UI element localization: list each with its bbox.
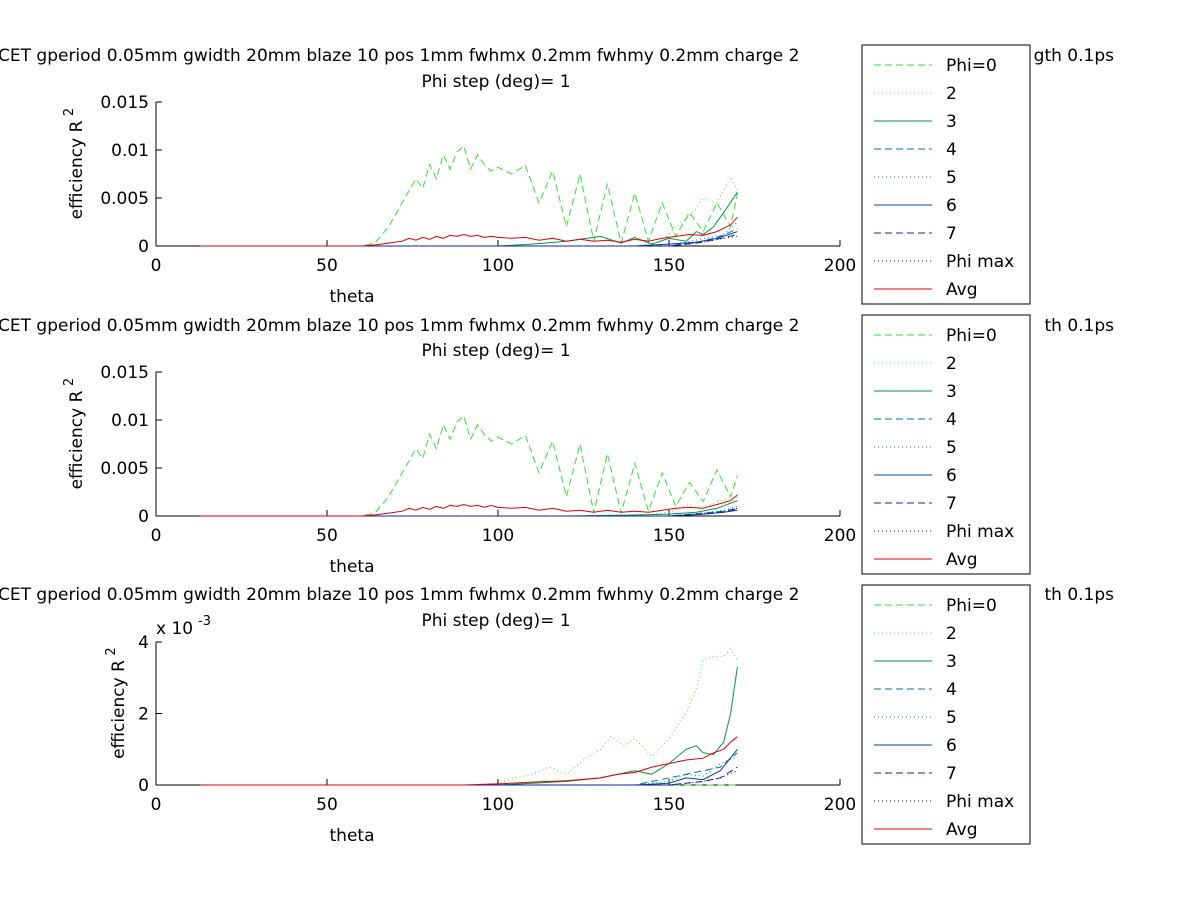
y-tick-label: 0.005: [100, 459, 149, 479]
legend-label: 7: [946, 224, 957, 244]
subplot-1: CET gperiod 0.05mm gwidth 20mm blaze 10 …: [0, 44, 1114, 307]
subplots-container: CET gperiod 0.05mm gwidth 20mm blaze 10 …: [0, 44, 1114, 846]
x-tick-label: 100: [482, 256, 514, 276]
series-line-6: [200, 231, 738, 247]
legend-label: 2: [946, 84, 957, 104]
legend-label: 4: [946, 140, 957, 160]
legend-label: 3: [946, 652, 957, 672]
x-tick-label: 50: [316, 795, 338, 815]
legend-label: Avg: [946, 280, 978, 300]
legend-label: Phi max: [946, 522, 1014, 542]
legend-label: 5: [946, 438, 957, 458]
legend-label: 3: [946, 382, 957, 402]
plot-title-line1: CET gperiod 0.05mm gwidth 20mm blaze 10 …: [0, 46, 799, 66]
series-line-3: [200, 666, 738, 786]
legend-label: Phi max: [946, 792, 1014, 812]
legend: Phi=0 2 3 4 5 6 7 Phi max Avg: [861, 314, 1031, 575]
legend-label: Phi=0: [946, 56, 997, 76]
series-line-2: [200, 496, 738, 517]
legend-label: 6: [946, 466, 957, 486]
legend-label: 6: [946, 196, 957, 216]
plot-title-line1: CET gperiod 0.05mm gwidth 20mm blaze 10 …: [0, 316, 799, 336]
x-tick-label: 0: [151, 795, 162, 815]
y-tick-label: 0.01: [111, 141, 149, 161]
legend-label: 7: [946, 494, 957, 514]
x-tick-label: 200: [824, 795, 856, 815]
legend-label: Phi max: [946, 252, 1014, 272]
series-line-3: [200, 191, 738, 247]
x-tick-label: 0: [151, 256, 162, 276]
y-axis-label-exponent: 2: [62, 378, 77, 386]
y-multiplier-exponent: -3: [198, 614, 211, 629]
series-line-phi-max: [200, 770, 738, 786]
plot-title-line1-tail: gth 0.1ps: [1034, 46, 1114, 66]
subplot-2: CET gperiod 0.05mm gwidth 20mm blaze 10 …: [0, 314, 1114, 577]
plot-subtitle: Phi step (deg)= 1: [421, 611, 570, 631]
plot-title-line1-tail: th 0.1ps: [1044, 585, 1114, 605]
legend: Phi=0 2 3 4 5 6 7 Phi max Avg: [861, 44, 1031, 305]
series-line-phi-0: [200, 145, 738, 247]
plot-subtitle: Phi step (deg)= 1: [421, 341, 570, 361]
plot-title-line1: CET gperiod 0.05mm gwidth 20mm blaze 10 …: [0, 585, 799, 605]
y-tick-label: 0.005: [100, 189, 149, 209]
legend-label: 2: [946, 624, 957, 644]
plot-title-line1-tail: th 0.1ps: [1044, 316, 1114, 336]
legend-label: Avg: [946, 550, 978, 570]
x-axis-label: theta: [330, 287, 375, 307]
plot-subtitle: Phi step (deg)= 1: [421, 72, 570, 92]
x-tick-label: 200: [824, 526, 856, 546]
y-tick-label: 0.015: [100, 93, 149, 113]
x-tick-label: 150: [653, 795, 685, 815]
series-line-2: [200, 175, 738, 247]
series-line-phi-max: [200, 507, 738, 517]
y-tick-label: 0: [138, 507, 149, 527]
x-tick-label: 150: [653, 256, 685, 276]
x-tick-label: 100: [482, 526, 514, 546]
series-line-avg: [200, 216, 738, 247]
subplot-3: CET gperiod 0.05mm gwidth 20mm blaze 10 …: [0, 584, 1114, 846]
legend-label: 4: [946, 410, 957, 430]
y-tick-label: 0: [138, 776, 149, 796]
y-axis-label: efficiency R: [67, 120, 87, 219]
legend-label: 7: [946, 764, 957, 784]
legend-label: 2: [946, 354, 957, 374]
y-axis-label: efficiency R: [67, 390, 87, 489]
y-tick-label: 0.015: [100, 363, 149, 383]
x-axis-label: theta: [330, 826, 375, 846]
y-tick-label: 4: [138, 633, 149, 653]
legend: Phi=0 2 3 4 5 6 7 Phi max Avg: [861, 584, 1031, 845]
legend-label: 3: [946, 112, 957, 132]
y-tick-label: 0: [138, 237, 149, 257]
legend-label: 5: [946, 708, 957, 728]
y-tick-label: 2: [138, 705, 149, 725]
legend-label: Phi=0: [946, 596, 997, 616]
legend-label: 5: [946, 168, 957, 188]
x-tick-label: 50: [316, 526, 338, 546]
x-tick-label: 200: [824, 256, 856, 276]
x-tick-label: 100: [482, 795, 514, 815]
x-axis-label: theta: [330, 557, 375, 577]
y-tick-label: 0.01: [111, 411, 149, 431]
series-line-avg: [200, 494, 738, 517]
y-axis-label-exponent: 2: [62, 108, 77, 116]
series-line-avg: [200, 736, 738, 786]
x-tick-label: 150: [653, 526, 685, 546]
y-axis-label: efficiency R: [109, 660, 129, 759]
series-line-phi-max: [200, 235, 738, 247]
y-axis-label-exponent: 2: [104, 647, 119, 655]
x-tick-label: 0: [151, 526, 162, 546]
legend-label: 6: [946, 736, 957, 756]
legend-label: Phi=0: [946, 326, 997, 346]
y-multiplier: x 10: [156, 619, 193, 639]
x-tick-label: 50: [316, 256, 338, 276]
legend-label: Avg: [946, 820, 978, 840]
legend-label: 4: [946, 680, 957, 700]
